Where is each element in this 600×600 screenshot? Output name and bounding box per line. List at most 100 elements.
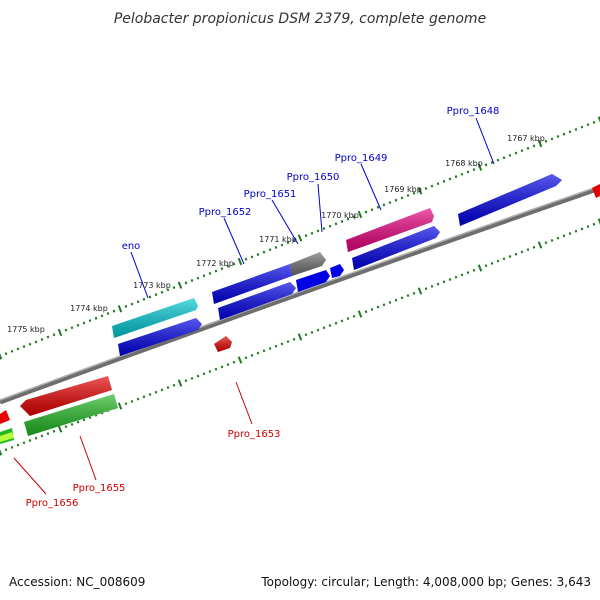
major-tick (0, 353, 3, 360)
minor-tick (16, 347, 20, 351)
minor-tick (400, 296, 404, 300)
minor-tick (316, 229, 320, 233)
minor-tick (346, 217, 350, 221)
major-tick (0, 449, 3, 456)
minor-tick (256, 253, 260, 256)
minor-tick (190, 376, 194, 380)
minor-tick (376, 205, 380, 209)
minor-tick (124, 402, 128, 406)
gene-label-eno[interactable]: eno (122, 241, 141, 252)
minor-tick (406, 294, 410, 298)
gene-eno-shade (112, 298, 198, 338)
minor-tick (436, 182, 440, 186)
gene-forward-inner-2[interactable] (296, 270, 330, 292)
gene-ppro-1650-arrow[interactable] (330, 264, 344, 278)
minor-tick (274, 344, 278, 348)
minor-tick (310, 231, 314, 235)
minor-tick (340, 319, 344, 323)
gene-label-ppro-1655[interactable]: Ppro_1655 (73, 483, 126, 494)
minor-tick (394, 298, 398, 302)
gene-ppro-1656-arrow[interactable] (0, 410, 10, 424)
minor-tick (322, 227, 326, 231)
gene-label-ppro-1651[interactable]: Ppro_1651 (244, 189, 297, 200)
major-tick (297, 333, 303, 341)
minor-tick (268, 248, 272, 252)
minor-tick (472, 268, 476, 272)
minor-tick (574, 127, 578, 131)
minor-tick (262, 250, 266, 254)
minor-tick (508, 255, 512, 258)
minor-tick (448, 278, 452, 281)
minor-tick (322, 326, 326, 330)
kbp-label: 1773 kbp (133, 281, 171, 290)
minor-tick (148, 393, 152, 396)
major-tick (237, 257, 243, 266)
minor-tick (154, 390, 158, 394)
minor-tick (586, 225, 590, 229)
minor-tick (544, 241, 548, 245)
minor-tick (310, 330, 314, 334)
minor-tick (460, 172, 464, 176)
major-tick (417, 187, 423, 195)
gene-label-ppro-1650[interactable]: Ppro_1650 (287, 172, 340, 183)
kbp-label: 1774 kbp (70, 304, 108, 313)
minor-tick (136, 397, 140, 401)
minor-tick (334, 222, 338, 226)
minor-tick (202, 372, 206, 376)
gene-left-edge-lime[interactable] (0, 432, 14, 442)
minor-tick (142, 395, 146, 399)
minor-tick (4, 352, 8, 356)
minor-tick (64, 425, 68, 429)
minor-tick (448, 177, 452, 181)
minor-tick (172, 286, 176, 290)
minor-tick (568, 232, 572, 235)
major-tick (537, 241, 543, 249)
minor-tick (52, 333, 56, 337)
minor-tick (256, 351, 260, 355)
gene-label-ppro-1652[interactable]: Ppro_1652 (199, 207, 252, 218)
major-tick (297, 234, 303, 242)
gene-ppro-1655-inner-shade (24, 394, 118, 436)
minor-tick (592, 222, 596, 226)
gene-label-ppro-1648[interactable]: Ppro_1648 (447, 106, 500, 117)
kbp-label: 1769 kbp (384, 185, 422, 194)
minor-tick (388, 301, 392, 304)
minor-tick (334, 321, 338, 325)
gene-label-ppro-1649[interactable]: Ppro_1649 (335, 153, 388, 164)
minor-tick (556, 135, 560, 138)
minor-tick (484, 163, 488, 167)
gene-ppro-1648-shade (458, 174, 562, 226)
minor-tick (442, 280, 446, 284)
gene-right-edge-red[interactable] (592, 184, 600, 198)
minor-tick (196, 374, 200, 378)
minor-tick (352, 215, 356, 219)
minor-tick (340, 220, 344, 223)
minor-tick (502, 156, 506, 160)
minor-tick (40, 434, 44, 438)
minor-tick (328, 224, 332, 228)
minor-tick (94, 316, 98, 320)
map-title: Pelobacter propionicus DSM 2379, complet… (114, 11, 486, 27)
gene-label-ppro-1653[interactable]: Ppro_1653 (228, 429, 281, 440)
major-tick (357, 210, 363, 219)
gene-label-ppro-1656[interactable]: Ppro_1656 (26, 498, 79, 509)
kbp-scale-labels: 1767 kbp 1768 kbp 1769 kbp 1770 kbp 1771… (7, 134, 545, 334)
minor-tick (220, 365, 224, 369)
minor-tick (232, 360, 236, 364)
kbp-label: 1768 kbp (445, 159, 483, 168)
minor-tick (490, 261, 494, 265)
minor-tick (364, 310, 368, 314)
minor-tick (550, 137, 554, 141)
minor-tick (136, 300, 140, 304)
minor-tick (208, 271, 212, 275)
minor-tick (166, 288, 170, 292)
gene-ppro-1651-shade (290, 252, 326, 276)
minor-tick (328, 324, 332, 327)
minor-tick (490, 161, 494, 164)
minor-tick (388, 201, 392, 205)
major-tick (177, 379, 183, 387)
minor-tick (100, 314, 104, 318)
minor-tick (514, 151, 518, 155)
